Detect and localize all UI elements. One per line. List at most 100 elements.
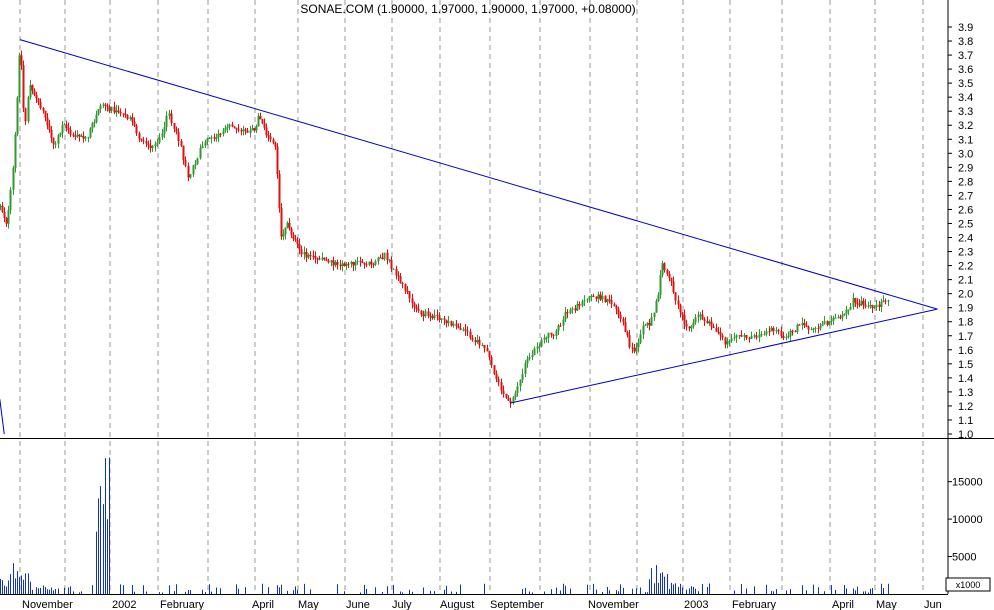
- candle-body: [555, 330, 558, 336]
- candle-body: [59, 132, 62, 136]
- candle-body: [424, 311, 427, 317]
- candle-body: [830, 320, 833, 322]
- candle-body: [862, 300, 865, 305]
- candle-body: [552, 334, 555, 336]
- candle-body: [701, 314, 704, 320]
- candle-body: [712, 326, 715, 329]
- candle-body: [715, 328, 718, 332]
- candle-body: [242, 129, 245, 132]
- candle-body: [655, 300, 658, 313]
- candle-body: [661, 263, 664, 276]
- candle-body: [780, 330, 783, 336]
- volume-unit-box: [945, 577, 991, 592]
- candle-body: [708, 321, 711, 324]
- candle-body: [359, 260, 362, 262]
- candle-body: [710, 321, 713, 327]
- candle-body: [717, 331, 720, 333]
- candle-body: [875, 304, 878, 308]
- price-tick-label: 3.7: [958, 50, 973, 62]
- candle-body: [490, 357, 493, 366]
- candle-body: [474, 340, 477, 343]
- volume-bars: [0, 457, 889, 594]
- candle-body: [332, 260, 335, 266]
- candle-body: [42, 108, 45, 111]
- candle-body: [363, 262, 366, 265]
- candle-body: [493, 365, 496, 374]
- candle-body: [703, 319, 706, 321]
- candle-body: [785, 337, 788, 339]
- candle-body: [99, 105, 102, 110]
- candle-body: [67, 127, 70, 130]
- candle-body: [509, 400, 512, 403]
- candle-body: [175, 128, 178, 132]
- candle-body: [670, 277, 673, 282]
- candle-body: [538, 346, 541, 348]
- candle-body: [864, 304, 867, 307]
- candle-body: [869, 305, 872, 307]
- candle-body: [828, 320, 831, 325]
- candle-body: [89, 128, 92, 138]
- candle-body: [763, 334, 766, 336]
- candle-body: [758, 334, 761, 338]
- candle-body: [692, 322, 695, 327]
- candle-body: [770, 327, 773, 332]
- candle-body: [646, 323, 649, 325]
- candle-body: [29, 85, 32, 98]
- candle-body: [84, 137, 87, 139]
- candle-body: [755, 335, 758, 338]
- candle-body: [878, 304, 881, 307]
- candle-body: [31, 85, 34, 91]
- candle-body: [845, 309, 848, 314]
- candle-body: [303, 251, 306, 255]
- candle-body: [819, 326, 822, 329]
- candle-body: [521, 373, 524, 380]
- candle-body: [719, 332, 722, 336]
- month-label: September: [490, 599, 544, 610]
- candle-body: [235, 127, 238, 130]
- candle-body: [884, 300, 887, 302]
- candle-body: [199, 148, 202, 159]
- candle-body: [27, 97, 30, 122]
- candle-body: [54, 143, 57, 145]
- price-tick-label: 1.7: [958, 331, 973, 343]
- price-tick-label: 3.6: [958, 64, 973, 76]
- candle-body: [694, 317, 697, 323]
- candle-body: [429, 315, 432, 317]
- candle-body: [309, 255, 312, 257]
- candle-body: [237, 129, 240, 131]
- candle-body: [168, 113, 171, 116]
- candle-body: [388, 259, 391, 261]
- candle-body: [115, 110, 118, 113]
- candle-body: [849, 306, 852, 310]
- candle-body: [282, 234, 285, 237]
- candle-body: [383, 252, 386, 260]
- candle-body: [286, 222, 289, 228]
- candle-body: [296, 240, 299, 244]
- candle-body: [685, 323, 688, 327]
- candle-body: [810, 329, 813, 331]
- candle-body: [395, 268, 398, 276]
- candle-body: [666, 269, 669, 274]
- candle-body: [76, 134, 79, 137]
- candle-body: [298, 243, 301, 250]
- price-tick-label: 2.8: [958, 176, 973, 188]
- candle-body: [805, 325, 808, 327]
- candle-body: [201, 145, 204, 149]
- candle-body: [481, 345, 484, 347]
- candle-body: [823, 321, 826, 325]
- candle-body: [374, 261, 377, 265]
- candle-body: [450, 321, 453, 326]
- candle-body: [170, 113, 173, 124]
- candle-body: [16, 97, 19, 135]
- candle-body: [650, 317, 653, 326]
- candle-body: [843, 313, 846, 315]
- candle-body: [417, 308, 420, 311]
- candle-body: [39, 102, 42, 109]
- candle-body: [35, 94, 38, 99]
- candle-body: [735, 335, 738, 338]
- price-tick-label: 1.8: [958, 317, 973, 329]
- candle-body: [531, 355, 534, 358]
- trendline-prior: [0, 398, 5, 435]
- candle-body: [147, 143, 150, 146]
- candle-body: [145, 141, 148, 144]
